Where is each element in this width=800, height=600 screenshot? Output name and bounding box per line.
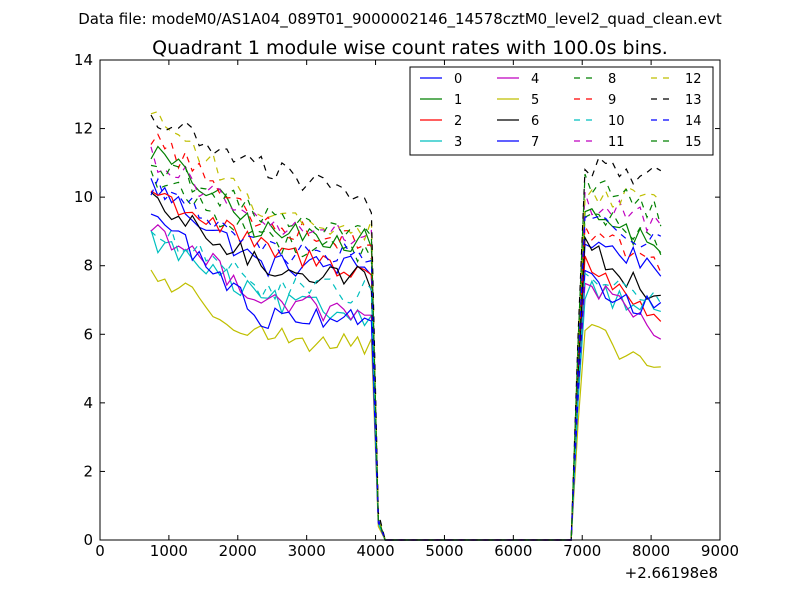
data-file-caption: Data file: modeM0/AS1A04_089T01_90000021…	[78, 10, 722, 29]
chart-title: Quadrant 1 module wise count rates with …	[152, 37, 668, 59]
x-tick-label: 6000	[494, 542, 532, 560]
legend-label-4: 4	[531, 72, 539, 87]
legend-label-2: 2	[454, 114, 462, 129]
y-tick-label: 0	[83, 531, 93, 549]
y-tick-label: 4	[83, 394, 93, 412]
axes-frame	[99, 59, 721, 541]
legend-label-5: 5	[531, 93, 539, 108]
legend-label-0: 0	[454, 72, 462, 87]
y-tick-label: 6	[83, 325, 93, 343]
legend-label-3: 3	[454, 135, 462, 150]
y-tick-label: 2	[83, 462, 93, 480]
legend-label-15: 15	[685, 135, 702, 150]
legend-label-8: 8	[608, 72, 616, 87]
x-tick-label: 4000	[356, 542, 394, 560]
legend-label-13: 13	[685, 93, 702, 108]
x-tick-label: 7000	[563, 542, 601, 560]
x-tick-label: 8000	[632, 542, 670, 560]
legend-label-6: 6	[531, 114, 539, 129]
legend-box	[409, 66, 714, 156]
legend-label-11: 11	[608, 135, 625, 150]
axes: 0 1000 2000 3000 4000 5000 6000 7000 8000 9000 0 2 4…	[74, 51, 739, 560]
y-tick-label: 14	[74, 51, 93, 69]
x-offset-label: +2.66198e8	[625, 564, 718, 582]
x-tick-label: 5000	[425, 542, 463, 560]
y-tick-label: 10	[74, 188, 93, 206]
legend-label-10: 10	[608, 114, 625, 129]
x-tick-label: 9000	[701, 542, 739, 560]
legend-label-12: 12	[685, 72, 702, 87]
y-tick-label: 12	[74, 120, 93, 138]
legend-label-9: 9	[608, 93, 616, 108]
x-tick-label: 3000	[288, 542, 326, 560]
x-tick-label: 1000	[150, 542, 188, 560]
series-line-11	[150, 146, 662, 541]
y-tick-label: 8	[83, 257, 93, 275]
legend-label-7: 7	[531, 135, 539, 150]
x-tick-label: 2000	[219, 542, 257, 560]
legend-label-14: 14	[685, 114, 702, 129]
series-line-14	[150, 177, 662, 541]
legend-label-1: 1	[454, 93, 462, 108]
x-tick-label: 0	[95, 542, 105, 560]
